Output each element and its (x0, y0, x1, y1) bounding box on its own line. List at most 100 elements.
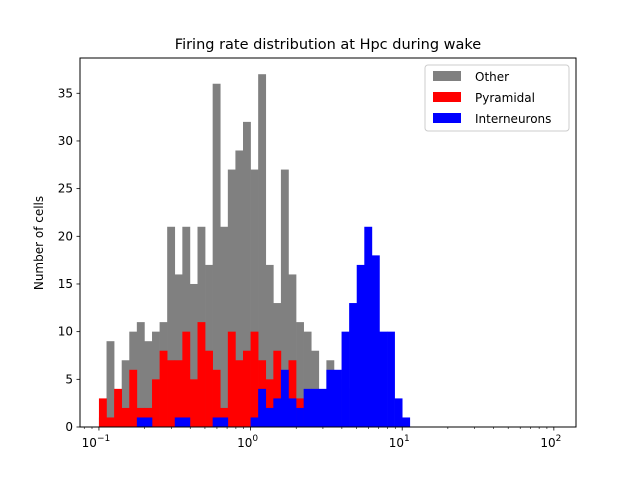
bar-pyramidal-0 (98, 398, 107, 427)
bar-other-1 (106, 341, 115, 427)
bar-pyramidal-14 (205, 350, 213, 427)
bar-other-20 (250, 169, 259, 427)
y-tick-label-10: 10 (58, 325, 73, 339)
bar-other-7 (152, 331, 160, 427)
bar-other-19 (243, 121, 251, 427)
bar-pyramidal-16 (220, 407, 229, 427)
y-tick-label-25: 25 (58, 182, 73, 196)
bar-interneurons-20 (250, 417, 259, 427)
bar-other-6 (144, 341, 153, 427)
bar-interneurons-22 (265, 407, 274, 427)
bar-interneurons-5 (136, 417, 145, 427)
bar-interneurons-33 (349, 303, 358, 427)
y-tick-label-5: 5 (65, 372, 73, 386)
y-tick-label-30: 30 (58, 134, 73, 148)
bar-pyramidal-7 (152, 379, 160, 427)
bar-other-14 (205, 264, 213, 427)
legend: Other Pyramidal Interneurons (424, 64, 570, 132)
bar-pyramidal-5 (136, 407, 145, 427)
bar-interneurons-11 (182, 417, 191, 427)
bar-other-5 (136, 322, 145, 427)
bar-other-24 (280, 169, 289, 427)
legend-swatch-other (433, 71, 461, 81)
bar-interneurons-21 (258, 388, 267, 427)
y-axis-label: Number of cells (32, 196, 46, 290)
bar-interneurons-35 (364, 226, 373, 427)
bar-interneurons-15 (212, 417, 221, 427)
bar-interneurons-32 (341, 331, 350, 427)
bar-pyramidal-25 (288, 360, 297, 427)
x-tick-label-0.1: 10−1 (82, 434, 111, 450)
bar-pyramidal-19 (243, 350, 251, 427)
bar-other-26 (296, 322, 304, 427)
bar-pyramidal-8 (159, 350, 168, 427)
bar-other-17 (227, 169, 236, 427)
bar-pyramidal-11 (182, 331, 191, 427)
bar-other-27 (303, 331, 312, 427)
bar-other-21 (258, 74, 267, 428)
x-tick-label-100: 102 (540, 434, 561, 450)
bar-pyramidal-18 (235, 360, 244, 427)
bar-interneurons-31 (333, 369, 342, 427)
bar-interneurons-37 (379, 331, 388, 427)
bar-other-15 (212, 83, 221, 428)
bar-other-25 (288, 274, 297, 427)
bar-pyramidal-4 (129, 369, 138, 427)
bar-pyramidal-15 (212, 369, 221, 427)
bar-interneurons-10 (174, 417, 183, 427)
bar-pyramidal-13 (197, 322, 206, 427)
bar-pyramidal-17 (227, 331, 236, 427)
bar-pyramidal-23 (273, 350, 282, 427)
chart-title: Firing rate distribution at Hpc during w… (175, 37, 481, 53)
bar-interneurons-24 (280, 369, 289, 427)
bar-other-3 (121, 360, 130, 427)
bar-interneurons-34 (356, 264, 365, 427)
legend-label-pyramidal: Pyramidal (475, 91, 535, 105)
bar-interneurons-29 (318, 388, 327, 427)
y-tick-label-20: 20 (58, 229, 73, 243)
bar-pyramidal-20 (250, 331, 259, 427)
bar-pyramidal-3 (121, 407, 130, 427)
bar-interneurons-6 (144, 417, 153, 427)
x-axis: 10−1 100 101 102 (82, 427, 561, 450)
bar-other-10 (174, 274, 183, 427)
bar-other-18 (235, 150, 244, 428)
bar-other-22 (265, 264, 274, 427)
x-tick-label-1: 100 (237, 434, 258, 450)
bar-interneurons-39 (394, 398, 403, 427)
bar-other-16 (220, 226, 229, 427)
bar-interneurons-28 (311, 388, 320, 427)
legend-label-interneurons: Interneurons (475, 112, 551, 126)
bar-interneurons-23 (273, 398, 282, 427)
bar-pyramidal-2 (114, 388, 123, 427)
bar-pyramidal-22 (265, 379, 274, 427)
bar-interneurons-25 (288, 398, 297, 427)
axes-frame (79, 57, 577, 428)
bar-pyramidal-9 (167, 360, 176, 427)
bar-interneurons-16 (220, 417, 229, 427)
series-interneurons (136, 226, 411, 427)
y-tick-label-0: 0 (65, 420, 73, 434)
bar-pyramidal-10 (174, 360, 183, 427)
y-tick-label-35: 35 (58, 86, 73, 100)
bar-interneurons-40 (402, 417, 411, 427)
bar-interneurons-27 (303, 388, 312, 427)
bar-interneurons-30 (326, 369, 335, 427)
plot-area (79, 57, 577, 428)
bar-pyramidal-12 (189, 379, 198, 427)
bar-other-9 (167, 226, 176, 427)
bar-pyramidal-1 (106, 417, 115, 427)
bar-pyramidal-6 (144, 407, 153, 427)
legend-label-other: Other (475, 70, 509, 84)
x-tick-label-10: 101 (389, 434, 410, 450)
y-axis: 0 5 10 15 20 25 30 35 (58, 86, 80, 434)
legend-swatch-pyramidal (433, 92, 461, 102)
bar-other-11 (182, 226, 191, 427)
bar-interneurons-26 (296, 407, 304, 427)
bar-other-12 (189, 283, 198, 427)
y-tick-label-15: 15 (58, 277, 73, 291)
legend-swatch-interneurons (433, 113, 461, 123)
bar-interneurons-38 (387, 331, 395, 427)
bar-interneurons-36 (371, 255, 380, 427)
